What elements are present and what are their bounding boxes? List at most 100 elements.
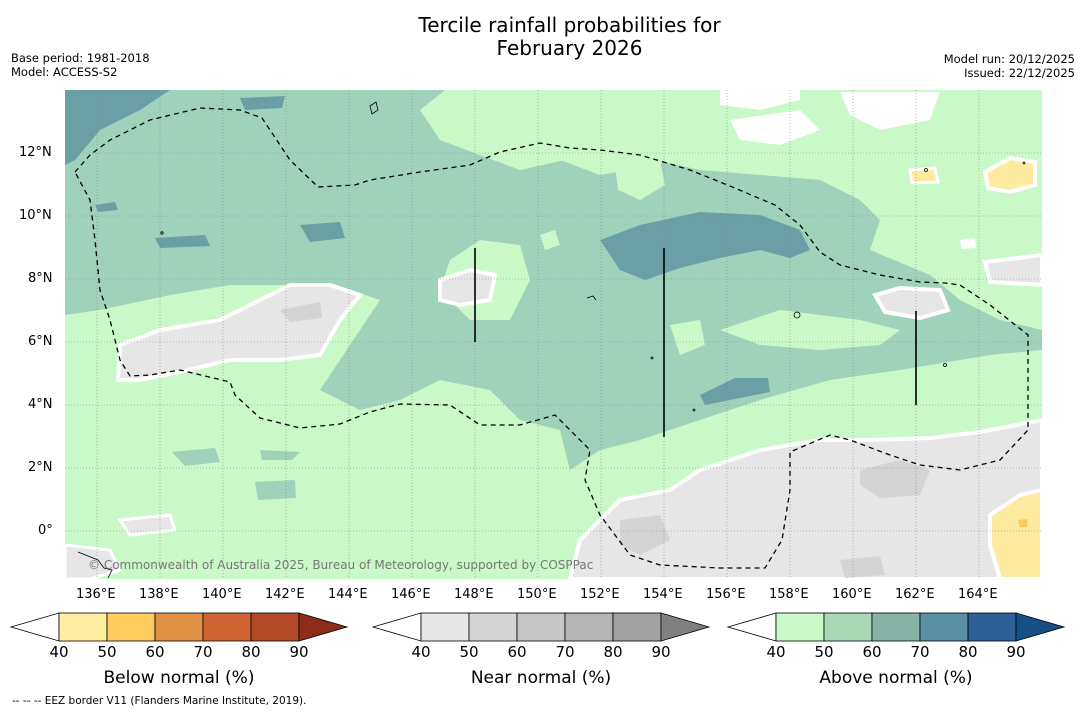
above-normal-60-region [600, 212, 810, 280]
colorbar-above-segment [775, 612, 825, 642]
colorbar-below-tick: 50 [97, 643, 117, 661]
below-normal-40-region [988, 487, 1042, 579]
colorbar-below-segment [202, 612, 252, 642]
copyright-text: © Commonwealth of Australia 2025, Bureau… [88, 558, 594, 572]
region-lines [474, 248, 917, 437]
colorbar-near-upper-extend [660, 612, 711, 642]
colorbar-below-upper-extend [298, 612, 349, 642]
lon-label-160e: 160°E [832, 587, 872, 602]
lon-label-138e: 138°E [139, 587, 179, 602]
white-region [730, 110, 820, 145]
lon-label-150e: 150°E [517, 587, 557, 602]
lon-label-140e: 140°E [202, 587, 242, 602]
colorbar-near-tick: 60 [507, 643, 527, 661]
colorbar-near-tick: 80 [603, 643, 623, 661]
lat-label-2n: 2°N [28, 460, 53, 475]
colorbar-near-segment [516, 612, 566, 642]
eez-borders [74, 107, 1029, 569]
colorbar-near-normal [371, 612, 711, 642]
colorbar-below-tick: 70 [193, 643, 213, 661]
colorbar-near-segment [564, 612, 614, 642]
above-normal-40-gap [670, 320, 705, 355]
colorbar-above-tick: 40 [766, 643, 786, 661]
colorbar-below-segment [250, 612, 300, 642]
colorbar-below-segment [106, 612, 156, 642]
lon-label-152e: 152°E [580, 587, 620, 602]
above-normal-50-region [260, 450, 300, 460]
colorbar-below-title: Below normal (%) [103, 668, 255, 688]
eez-footnote: -- -- -- EEZ border V11 (Flanders Marine… [12, 695, 307, 707]
colorbar-below-segment [154, 612, 204, 642]
above-normal-60-region [300, 222, 345, 242]
rainfall-map [65, 90, 1042, 579]
near-normal-50-region [840, 556, 885, 578]
page-title: Tercile rainfall probabilities for Febru… [0, 14, 1085, 60]
lon-label-158e: 158°E [769, 587, 809, 602]
near-normal-40-region [438, 267, 498, 308]
colorbar-above-segment [967, 612, 1017, 642]
above-normal-40-gap [615, 160, 665, 200]
lon-label-154e: 154°E [643, 587, 683, 602]
colorbar-above-upper-extend [1015, 612, 1066, 642]
above-normal-50-region [255, 480, 296, 500]
eez-border-palau-fsm-north [74, 107, 1029, 569]
colorbar-below-tick: 80 [241, 643, 261, 661]
colorbar-near-tick: 90 [651, 643, 671, 661]
colorbar-near-lower-extend [371, 612, 422, 642]
lon-label-164e: 164°E [958, 587, 998, 602]
lon-label-148e: 148°E [454, 587, 494, 602]
white-region [720, 90, 800, 110]
colorbar-near-title: Near normal (%) [470, 668, 612, 688]
lat-gridlines [65, 152, 1042, 532]
above-normal-60-region [240, 96, 285, 110]
above-normal-40-gap [540, 230, 560, 250]
colorbar-above-tick: 60 [862, 643, 882, 661]
colorbar-below-tick: 40 [49, 643, 69, 661]
model-label: Model: ACCESS-S2 [11, 65, 118, 79]
near-normal-50-region [860, 460, 930, 498]
lon-label-142e: 142°E [265, 587, 305, 602]
near-normal-40-region [871, 285, 951, 321]
lat-label-4n: 4°N [28, 397, 53, 412]
lon-label-144e: 144°E [328, 587, 368, 602]
near-normal-40-region [65, 543, 123, 579]
above-normal-60-region [155, 235, 210, 248]
colorbar-below-segment [58, 612, 108, 642]
colorbar-above-segment [919, 612, 969, 642]
near-normal-40-region [117, 513, 178, 537]
colorbar-below-tick: 60 [145, 643, 165, 661]
colorbar-near-tick: 40 [411, 643, 431, 661]
near-normal-50-region [280, 302, 322, 322]
lon-label-136e: 136°E [76, 587, 116, 602]
lon-label-146e: 146°E [391, 587, 431, 602]
colorbar-above-tick: 70 [910, 643, 930, 661]
lat-label-10n: 10°N [19, 208, 52, 223]
above-normal-60-region [95, 202, 118, 212]
colorbar-above-segment [823, 612, 873, 642]
lon-gridlines [96, 90, 980, 579]
colorbar-near-segment [420, 612, 470, 642]
below-normal-40-region [982, 155, 1037, 195]
above-normal-50-region [172, 448, 220, 466]
islands [77, 101, 1026, 579]
colorbar-below-normal [9, 612, 349, 642]
colorbar-above-normal [726, 612, 1066, 642]
colorbar-near-tick: 70 [555, 643, 575, 661]
model-run-label: Model run: 20/12/2025 [943, 52, 1075, 66]
title-line-2: February 2026 [496, 36, 643, 60]
colorbars [9, 612, 1066, 642]
lon-label-162e: 162°E [895, 587, 935, 602]
above-normal-40-gap [720, 310, 900, 350]
colorbar-below-tick: 90 [289, 643, 309, 661]
colorbar-above-title: Above normal (%) [819, 668, 973, 688]
colorbar-above-tick: 50 [814, 643, 834, 661]
colorbar-near-segment [612, 612, 662, 642]
near-normal-40-region [982, 252, 1042, 288]
colorbar-above-tick: 90 [1006, 643, 1026, 661]
colorbar-near-tick: 50 [459, 643, 479, 661]
issued-label: Issued: 22/12/2025 [964, 66, 1075, 80]
lat-label-12n: 12°N [19, 145, 52, 160]
lon-label-156e: 156°E [706, 587, 746, 602]
colorbar-near-segment [468, 612, 518, 642]
near-normal-50-region [620, 515, 670, 555]
